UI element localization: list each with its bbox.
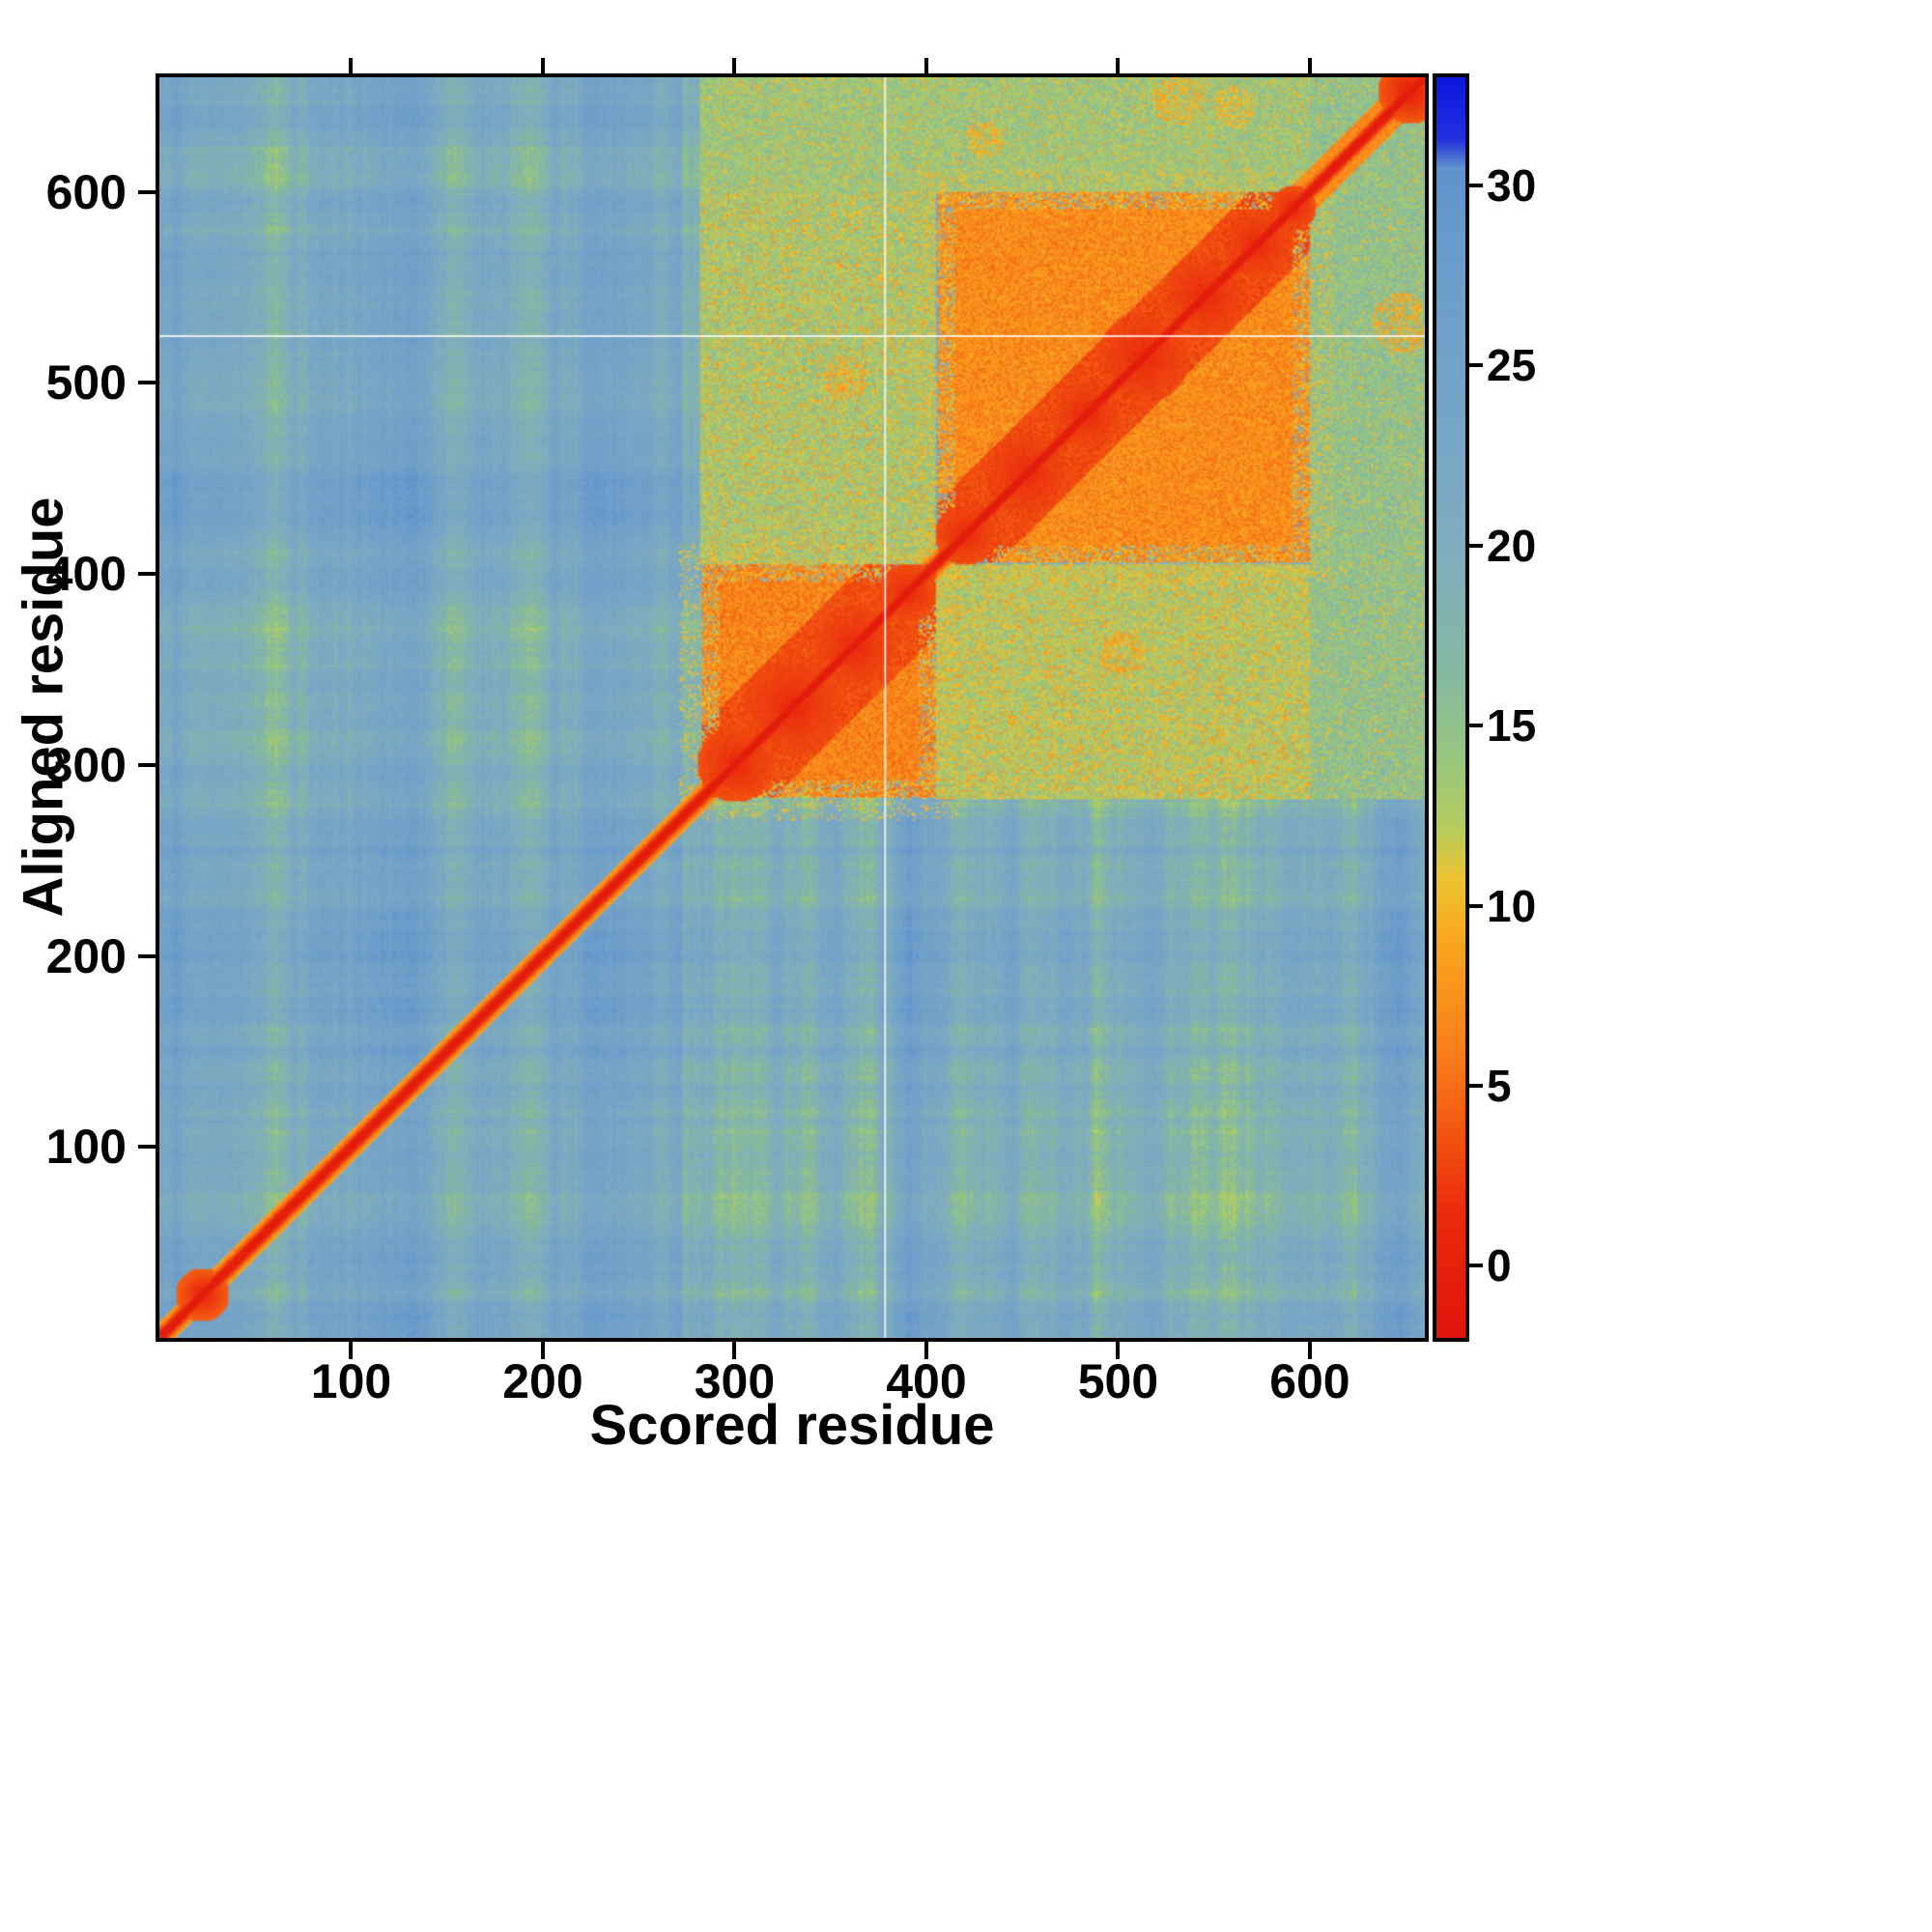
colorbar-tick-label: 15 — [1487, 700, 1537, 752]
colorbar-canvas — [1436, 77, 1465, 1338]
colorbar-frame — [1433, 73, 1469, 1342]
colorbar-tick-label: 0 — [1487, 1240, 1512, 1292]
colorbar-tick-label: 30 — [1487, 159, 1537, 211]
x-tick-mark-top — [1116, 58, 1121, 73]
x-tick-label: 300 — [694, 1354, 776, 1408]
y-tick-label: 600 — [45, 164, 127, 219]
x-tick-mark — [732, 1342, 737, 1359]
x-tick-label: 100 — [310, 1354, 392, 1408]
y-tick-mark — [138, 1145, 156, 1150]
x-tick-mark — [1116, 1342, 1121, 1359]
x-axis-label: Scored residue — [589, 1394, 995, 1457]
x-tick-label: 600 — [1269, 1354, 1350, 1408]
colorbar-tick-label: 5 — [1487, 1061, 1512, 1111]
x-tick-mark-top — [1307, 58, 1312, 73]
y-tick-label: 100 — [45, 1120, 127, 1175]
x-tick-label: 500 — [1077, 1354, 1159, 1408]
colorbar-tick-mark — [1469, 903, 1483, 908]
colorbar-tick-mark — [1469, 1084, 1483, 1088]
y-tick-mark — [138, 572, 156, 577]
y-tick-label: 400 — [45, 547, 127, 602]
x-tick-mark-top — [923, 58, 928, 73]
colorbar-tick-mark — [1469, 363, 1483, 368]
colorbar-tick-mark — [1469, 724, 1483, 728]
y-tick-label: 300 — [45, 737, 127, 792]
x-tick-mark — [1307, 1342, 1312, 1359]
colorbar-tick-mark — [1469, 543, 1483, 548]
colorbar-tick-label: 25 — [1487, 340, 1537, 391]
y-tick-label: 500 — [45, 355, 127, 411]
x-tick-mark-top — [349, 58, 354, 73]
y-tick-mark — [138, 762, 156, 767]
x-tick-label: 200 — [502, 1354, 583, 1408]
x-tick-mark — [923, 1342, 928, 1359]
colorbar-tick-mark — [1469, 1264, 1483, 1268]
colorbar-tick-label: 10 — [1487, 880, 1537, 931]
x-tick-mark-top — [540, 58, 545, 73]
colorbar-tick-mark — [1469, 183, 1483, 187]
x-tick-label: 400 — [886, 1354, 967, 1408]
y-tick-mark — [138, 189, 156, 194]
colorbar-tick-label: 20 — [1487, 520, 1537, 571]
heatmap-canvas — [159, 77, 1425, 1338]
x-tick-mark — [540, 1342, 545, 1359]
y-tick-mark — [138, 953, 156, 958]
x-tick-mark-top — [732, 58, 737, 73]
x-tick-mark — [349, 1342, 354, 1359]
y-tick-mark — [138, 381, 156, 385]
heatmap-plot-frame — [156, 73, 1429, 1342]
y-tick-label: 200 — [45, 928, 127, 983]
